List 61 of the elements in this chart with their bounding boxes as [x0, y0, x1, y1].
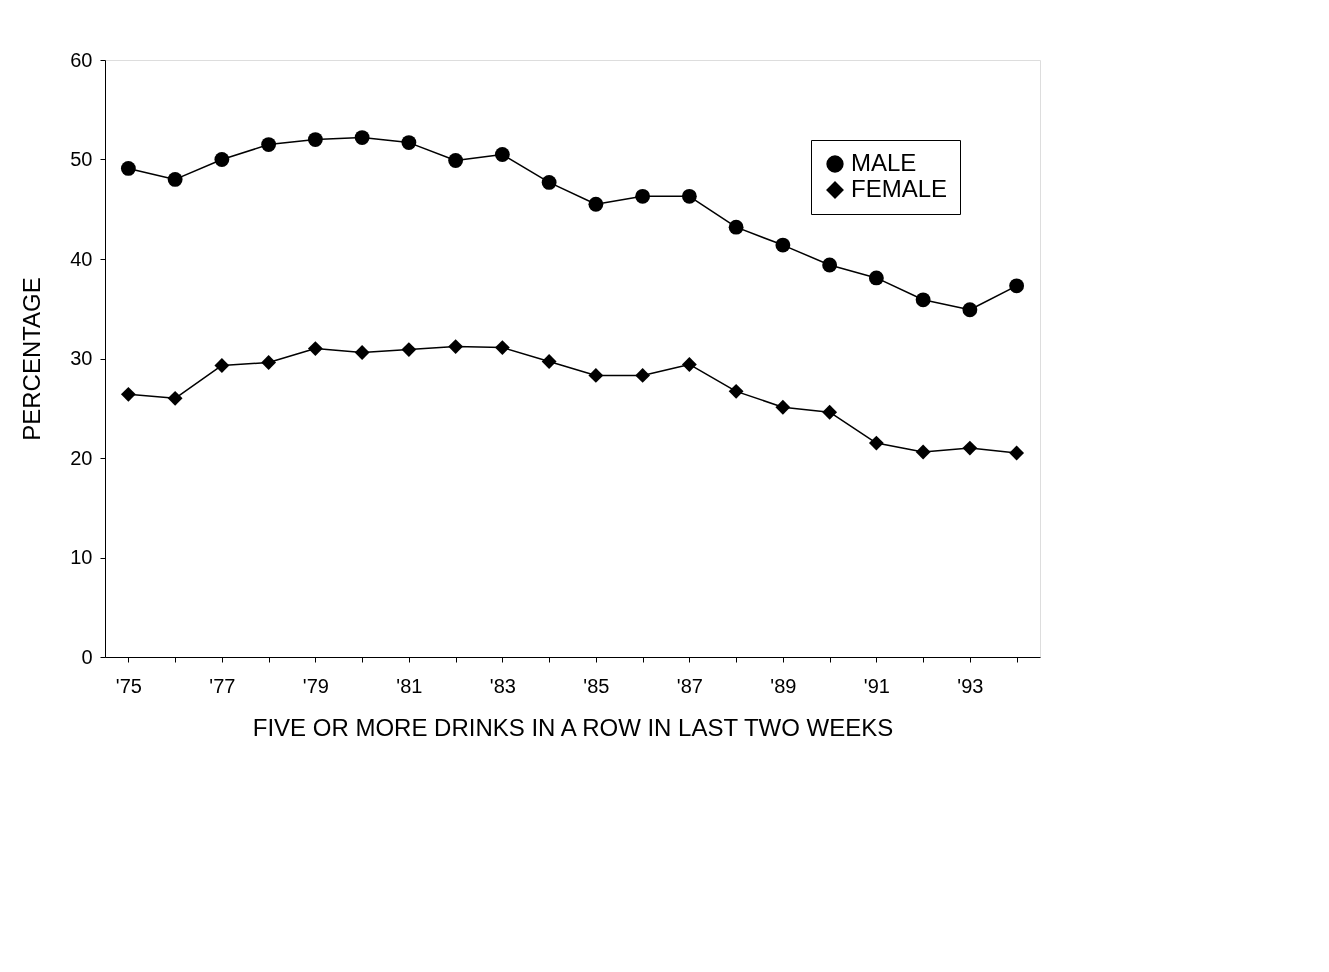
point — [822, 257, 838, 273]
point — [494, 147, 510, 162]
y-tick-label: 30 — [70, 347, 93, 369]
x-tick-label: '75 — [115, 674, 142, 697]
point — [401, 135, 417, 150]
y-tick-label: 50 — [70, 148, 93, 170]
point — [167, 172, 183, 187]
point — [588, 368, 604, 383]
point — [681, 357, 697, 372]
x-tick-label: '93 — [957, 674, 984, 697]
point — [962, 440, 978, 456]
legend-label: MALE — [851, 149, 917, 176]
x-tick-label: '83 — [489, 674, 516, 697]
point — [261, 355, 277, 370]
x-tick-label: '87 — [676, 674, 703, 697]
point — [167, 390, 183, 406]
y-tick-label: 0 — [81, 645, 93, 668]
point — [1009, 278, 1025, 294]
point — [915, 292, 931, 308]
point — [261, 137, 277, 152]
point — [120, 386, 136, 402]
point — [307, 341, 323, 356]
point — [448, 339, 464, 354]
point — [868, 270, 884, 286]
point — [775, 237, 791, 253]
point — [681, 188, 697, 204]
point — [541, 354, 557, 369]
point — [728, 219, 744, 235]
point — [915, 444, 931, 460]
point — [541, 174, 557, 190]
x-tick-label: '81 — [396, 674, 423, 697]
point — [822, 404, 838, 420]
point — [214, 358, 230, 373]
y-tick-label: 40 — [70, 247, 93, 270]
point — [401, 342, 417, 357]
point — [214, 152, 230, 167]
x-tick-label: '79 — [302, 674, 329, 697]
point — [868, 435, 884, 451]
x-tick-label: '85 — [583, 674, 610, 697]
point — [635, 368, 651, 383]
point — [120, 161, 136, 176]
point — [307, 132, 323, 147]
x-axis-title: FIVE OR MORE DRINKS IN A ROW IN LAST TWO WEEKS — [252, 713, 894, 741]
point — [448, 153, 464, 168]
x-tick-label: '77 — [209, 674, 236, 697]
y-tick-label: 10 — [70, 546, 93, 568]
point — [494, 340, 510, 355]
legend-label: FEMALE — [851, 175, 948, 202]
point — [635, 188, 651, 204]
point — [775, 399, 791, 415]
y-axis-title: PERCENTAGE — [18, 277, 46, 441]
x-tick-label: '89 — [770, 674, 797, 697]
point — [354, 345, 370, 360]
x-tick-label: '91 — [863, 674, 890, 697]
point — [354, 130, 370, 146]
point — [728, 383, 744, 399]
point — [1009, 445, 1025, 461]
point — [588, 196, 604, 212]
y-tick-label: 60 — [70, 48, 93, 71]
point — [962, 302, 978, 318]
y-tick-label: 20 — [70, 446, 93, 469]
